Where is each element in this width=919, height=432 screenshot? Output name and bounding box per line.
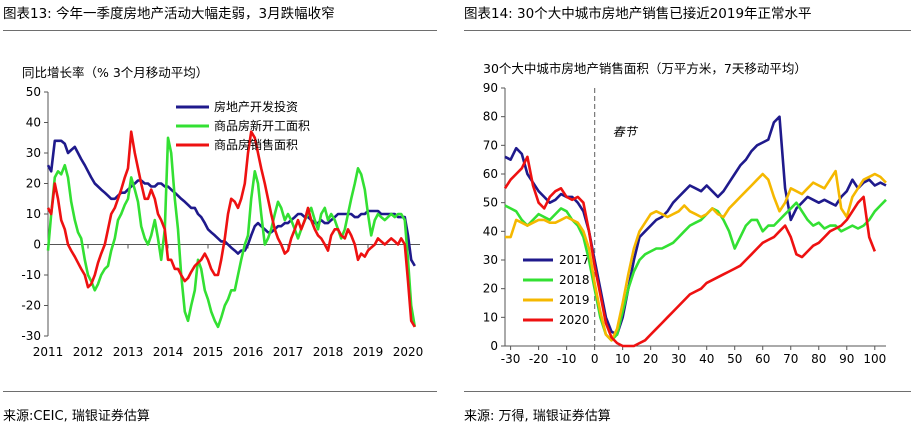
y-tick-label: 0 <box>33 238 41 252</box>
x-tick-label: 2012 <box>73 345 104 359</box>
y-tick-label: 70 <box>483 138 498 152</box>
x-tick-label: 100 <box>863 352 886 366</box>
left-line-chart: 同比增长率（% 3个月移动平均） -30 -20 -10 0 10 20 30 40 50 2011… <box>21 65 424 359</box>
y-tick-label: 30 <box>483 253 498 267</box>
x-tick-label: 50 <box>727 352 742 366</box>
y-tick-label: 10 <box>26 207 41 221</box>
x-tick-label: 2011 <box>33 345 64 359</box>
x-tick-label: 0 <box>591 352 599 366</box>
x-tick-label: 60 <box>755 352 770 366</box>
x-tick-label: 40 <box>699 352 714 366</box>
series-line-2018 <box>504 198 887 342</box>
y-tick-label: 20 <box>483 282 498 296</box>
x-tick-label: 2017 <box>273 345 304 359</box>
left-top-rule <box>3 30 437 31</box>
chart-title: 30个大中城市房地产销售面积（万平方米，7天移动平均） <box>483 61 807 76</box>
series-line-3 <box>46 130 416 328</box>
y-tick-label: -20 <box>21 299 41 313</box>
series-line-2020 <box>503 155 877 348</box>
legend-label-2020: 2020 <box>559 313 590 327</box>
x-tick-label: -10 <box>557 352 577 366</box>
x-tick-label: 10 <box>615 352 630 366</box>
x-tick-label: 2015 <box>193 345 224 359</box>
x-tick-label: 2014 <box>153 345 184 359</box>
right-line-chart: 30个大中城市房地产销售面积（万平方米，7天移动平均） 0 10 20 30 40 50 60… <box>483 61 887 366</box>
x-tick-label: -30 <box>501 352 521 366</box>
legend-label-1: 房地产开发投资 <box>214 99 298 114</box>
legend-label-2017: 2017 <box>559 253 590 267</box>
x-tick-label: 20 <box>643 352 658 366</box>
x-tick-label: 2020 <box>393 345 424 359</box>
x-tick-label: 2018 <box>313 345 344 359</box>
right-figure: 图表14: 30个大中城市房地产销售已接近2019年正常水平 30个大中城市房地… <box>461 0 919 432</box>
y-tick-label: 50 <box>26 85 41 99</box>
y-tick-label: 50 <box>483 196 498 210</box>
x-tick-label: 30 <box>671 352 686 366</box>
series-line-2 <box>46 136 417 329</box>
x-tick-label: 2016 <box>233 345 264 359</box>
left-bottom-rule <box>3 391 437 392</box>
y-tick-label: 10 <box>483 310 498 324</box>
legend-label-2018: 2018 <box>559 273 590 287</box>
x-tick-label: 70 <box>783 352 798 366</box>
y-tick-label: 90 <box>483 81 498 95</box>
series-line-2019 <box>505 169 887 342</box>
y-tick-label: 0 <box>490 339 498 353</box>
left-source-note: 来源:CEIC, 瑞银证券估算 <box>3 409 150 424</box>
right-source-note: 来源: 万得, 瑞银证券估算 <box>464 409 611 424</box>
y-tick-label: 30 <box>26 146 41 160</box>
legend-label-2019: 2019 <box>559 293 590 307</box>
left-figure: 图表13: 今年一季度房地产活动大幅走弱，3月跌幅收窄 同比增长率（% 3个月移… <box>0 0 445 432</box>
series-line-1 <box>46 139 416 267</box>
right-top-rule <box>464 30 911 31</box>
left-figure-title: 图表13: 今年一季度房地产活动大幅走弱，3月跌幅收窄 <box>3 6 335 22</box>
x-tick-label: 80 <box>811 352 826 366</box>
spring-festival-label: 春节 <box>613 125 639 139</box>
y-tick-label: 60 <box>483 167 498 181</box>
y-tick-label: 80 <box>483 110 498 124</box>
x-tick-label: 2019 <box>353 345 384 359</box>
right-figure-title: 图表14: 30个大中城市房地产销售已接近2019年正常水平 <box>464 6 812 22</box>
x-tick-label: -20 <box>529 352 549 366</box>
y-tick-label: 20 <box>26 177 41 191</box>
y-tick-label: -30 <box>21 329 41 343</box>
y-tick-label: 40 <box>26 116 41 130</box>
chart-title: 同比增长率（% 3个月移动平均） <box>22 65 208 80</box>
legend-label-2: 商品房新开工面积 <box>214 118 310 133</box>
x-tick-label: 2013 <box>113 345 144 359</box>
y-tick-label: -10 <box>21 268 41 282</box>
x-tick-label: 90 <box>839 352 854 366</box>
right-bottom-rule <box>464 391 911 392</box>
y-tick-label: 40 <box>483 224 498 238</box>
legend-label-3: 商品房销售面积 <box>214 137 298 152</box>
